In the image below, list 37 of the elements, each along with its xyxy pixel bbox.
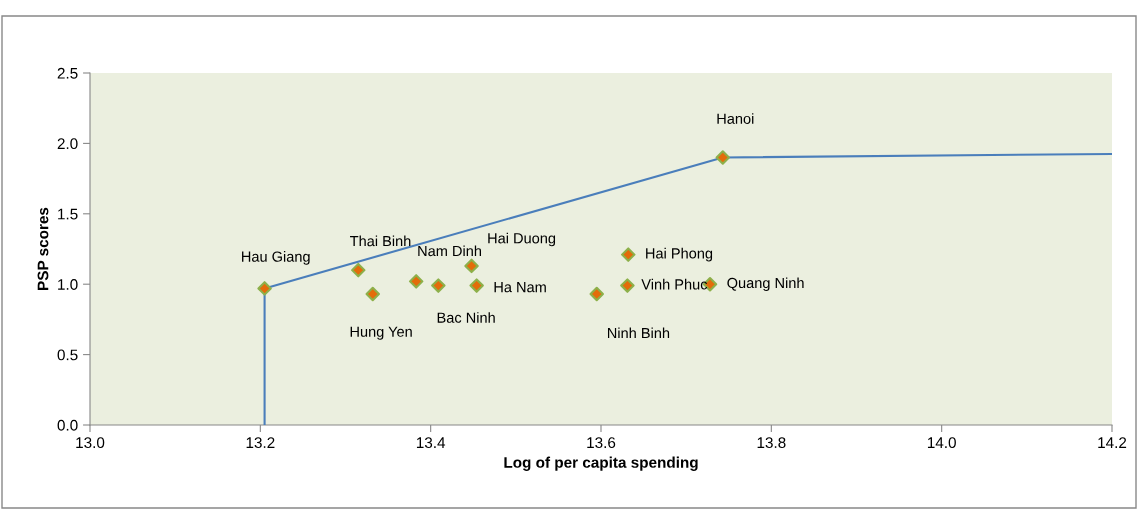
- y-tick-label: 1.0: [58, 279, 78, 290]
- point: [589, 286, 604, 302]
- x-tick-label: 14.2: [1098, 437, 1127, 448]
- x-tick-label: 13.6: [587, 437, 616, 449]
- point: [365, 286, 380, 302]
- annotation: Hanoi: [717, 113, 754, 124]
- annotation: Hau Giang: [242, 251, 310, 265]
- point: [431, 278, 446, 293]
- y-tick-label: 0.5: [57, 349, 78, 361]
- x-tick-label: 13.8: [757, 437, 786, 449]
- point: [351, 262, 366, 278]
- point: [464, 258, 479, 274]
- annotation: Ninh Binh: [607, 327, 670, 339]
- x-tick-label: 13.2: [246, 437, 275, 449]
- annotation: Hung Yen: [350, 326, 412, 340]
- x-tick-label: 14.0: [927, 437, 956, 449]
- annotation: Ha Nam: [494, 282, 546, 293]
- annotation: Bac Ninh: [437, 312, 495, 323]
- y-tick-label: 2.5: [57, 67, 78, 79]
- x-tick-label: 13.4: [416, 437, 446, 449]
- point: [715, 150, 731, 165]
- annotation: Thai Binh: [350, 235, 411, 247]
- point: [621, 247, 636, 262]
- annotation: Quang Ninh: [727, 277, 804, 291]
- x-tick-label: 13.0: [76, 437, 105, 449]
- annotation: Hai Duong: [488, 232, 556, 247]
- point: [408, 274, 424, 289]
- x-axis-title: Log of per capita spending: [504, 456, 698, 471]
- point: [257, 281, 272, 296]
- point: [469, 278, 484, 293]
- y-axis-title: PSP scores: [37, 207, 49, 290]
- point: [620, 278, 635, 293]
- annotation: Hai Phong: [646, 247, 713, 262]
- y-tick-label: 0.0: [57, 419, 78, 431]
- y-tick-label: 2.0: [57, 138, 78, 150]
- annotation: Nam Dinh: [418, 245, 481, 257]
- y-tick-label: 1.5: [58, 208, 78, 220]
